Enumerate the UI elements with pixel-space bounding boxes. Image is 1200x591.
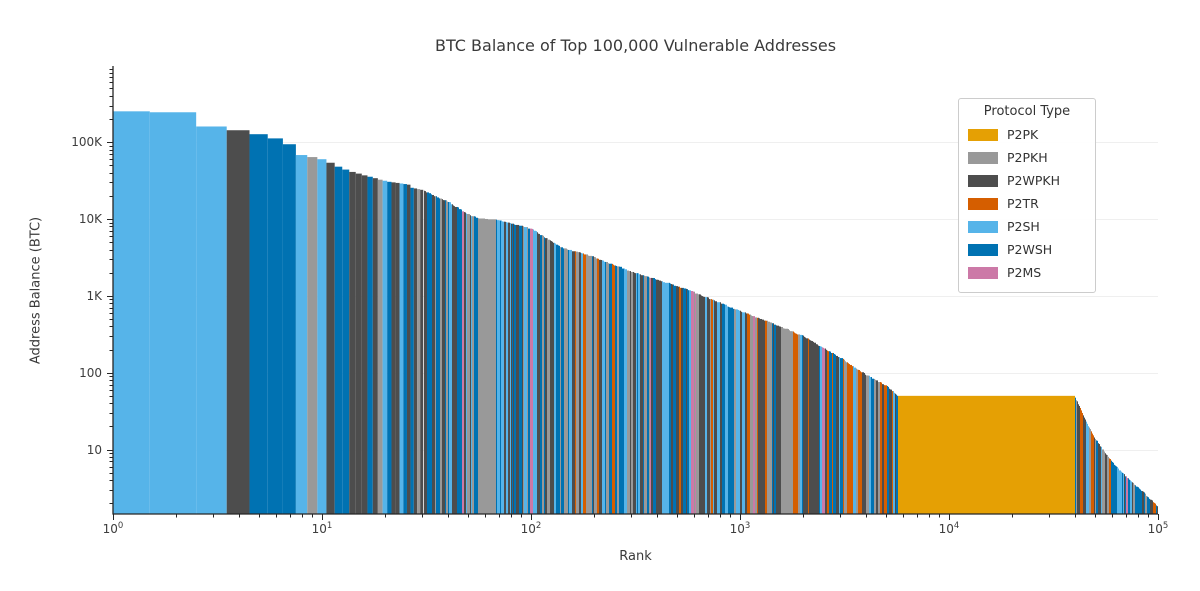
x-axis-label: Rank: [619, 549, 652, 564]
p2pk-swatch-icon: [968, 128, 998, 141]
y-tick-100k: 100K: [71, 135, 102, 150]
legend-label: P2PKH: [1007, 150, 1048, 165]
legend-title: Protocol Type: [983, 104, 1071, 119]
legend-label: P2TR: [1007, 196, 1039, 211]
legend-label: P2SH: [1007, 219, 1040, 234]
x-tick-1: 100: [102, 521, 124, 536]
p2wpkh-swatch-icon: [968, 174, 998, 187]
y-tick-10k: 10K: [78, 212, 102, 227]
p2wsh-swatch-icon: [968, 243, 998, 256]
chart-title: BTC Balance of Top 100,000 Vulnerable Ad…: [434, 36, 837, 55]
legend: Protocol Type P2PK P2PKH P2WPKH P2TR P2S…: [958, 98, 1096, 293]
y-tick-1k: 1K: [86, 288, 102, 303]
legend-entry-p2tr: P2TR: [968, 192, 1086, 215]
legend-entry-p2pkh: P2PKH: [968, 146, 1086, 169]
legend-entry-p2wpkh: P2WPKH: [968, 169, 1086, 192]
legend-label: P2MS: [1007, 265, 1042, 280]
p2sh-swatch-icon: [968, 220, 998, 233]
x-tick-100000: 105: [1147, 521, 1169, 536]
y-tick-100: 100: [79, 365, 102, 380]
legend-entry-p2ms: P2MS: [968, 261, 1086, 284]
legend-entry-p2pk: P2PK: [968, 123, 1086, 146]
legend-label: P2WPKH: [1007, 173, 1060, 188]
legend-label: P2PK: [1007, 127, 1039, 142]
x-tick-10000: 104: [938, 521, 960, 536]
p2pkh-swatch-icon: [968, 151, 998, 164]
legend-label: P2WSH: [1007, 242, 1053, 257]
legend-entry-p2wsh: P2WSH: [968, 238, 1086, 261]
p2ms-swatch-icon: [968, 266, 998, 279]
y-tick-10: 10: [86, 442, 102, 457]
x-tick-100: 102: [520, 521, 542, 536]
p2tr-swatch-icon: [968, 197, 998, 210]
x-tick-1000: 103: [729, 521, 751, 536]
x-tick-10: 101: [311, 521, 333, 536]
legend-entry-p2sh: P2SH: [968, 215, 1086, 238]
